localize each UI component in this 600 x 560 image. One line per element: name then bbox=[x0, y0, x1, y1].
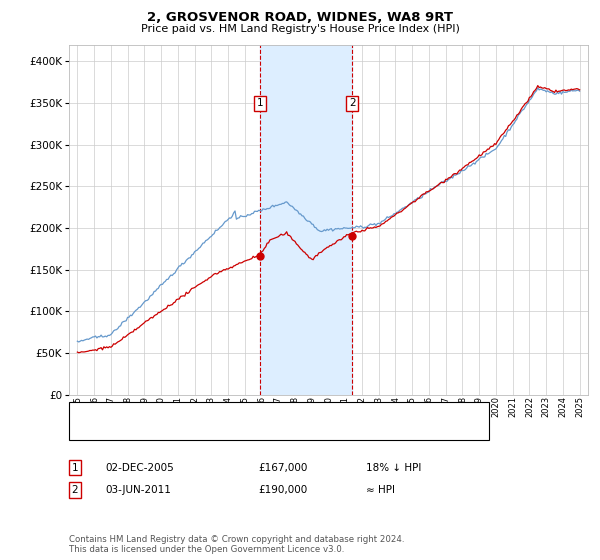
Text: 2, GROSVENOR ROAD, WIDNES, WA8 9RT (detached house): 2, GROSVENOR ROAD, WIDNES, WA8 9RT (deta… bbox=[114, 407, 411, 417]
Text: 2: 2 bbox=[71, 485, 79, 495]
Text: 2: 2 bbox=[349, 98, 356, 108]
Text: Contains HM Land Registry data © Crown copyright and database right 2024.
This d: Contains HM Land Registry data © Crown c… bbox=[69, 535, 404, 554]
Text: £190,000: £190,000 bbox=[258, 485, 307, 495]
Text: 1: 1 bbox=[257, 98, 263, 108]
Text: 18% ↓ HPI: 18% ↓ HPI bbox=[366, 463, 421, 473]
Text: Price paid vs. HM Land Registry's House Price Index (HPI): Price paid vs. HM Land Registry's House … bbox=[140, 24, 460, 34]
Text: £167,000: £167,000 bbox=[258, 463, 307, 473]
Text: 03-JUN-2011: 03-JUN-2011 bbox=[105, 485, 171, 495]
Text: HPI: Average price, detached house, Halton: HPI: Average price, detached house, Halt… bbox=[114, 424, 331, 434]
Text: 02-DEC-2005: 02-DEC-2005 bbox=[105, 463, 174, 473]
Bar bbox=[260, 45, 352, 395]
Text: 2, GROSVENOR ROAD, WIDNES, WA8 9RT: 2, GROSVENOR ROAD, WIDNES, WA8 9RT bbox=[147, 11, 453, 24]
Text: ≈ HPI: ≈ HPI bbox=[366, 485, 395, 495]
Text: 1: 1 bbox=[71, 463, 79, 473]
